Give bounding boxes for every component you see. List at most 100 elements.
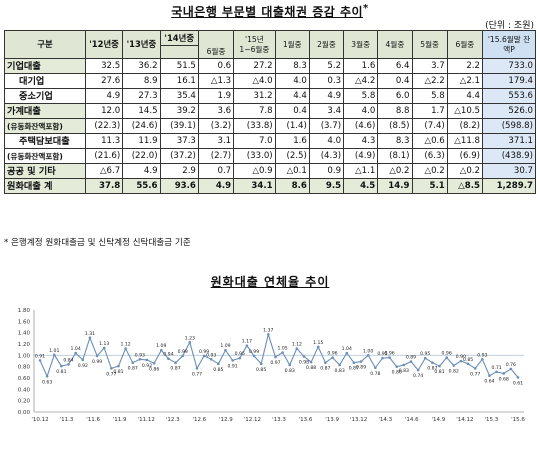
table-cell: (2.5) [274,148,310,164]
data-label: 0.83 [399,368,409,374]
loan-table: 구분 '12년중 '13년중 '14년중 6월중 '15년 1~6월중 1월중 … [4,30,536,194]
data-point [217,362,220,366]
header-2014-june: 6월중 [197,30,235,59]
table-cell: △4.0 [233,73,276,89]
data-point [459,359,463,363]
table-cell: (2.7) [197,148,235,164]
x-tick-label: '13.9 [325,417,339,423]
series-line [39,332,519,378]
x-tick-label: '14.12 [456,417,473,423]
data-point [374,366,377,370]
table-cell: △0.2 [377,163,413,179]
table-cell: 371.1 [482,133,536,149]
table-cell: 1.7 [411,103,448,119]
y-tick-label: 1.80 [18,308,31,314]
table-cell: 0.4 [274,103,310,119]
data-point [117,364,120,368]
data-label: 0.61 [513,380,523,386]
header-group: 구분 [4,30,86,59]
unit-label: (단위 : 조원) [485,21,534,31]
data-label: 0.96 [442,351,452,357]
table-row: 공공 및 기타 △6.7 4.9 2.9 0.7 △0.9 △0.1 0.9 △1.1 △0.2 △… [4,163,536,179]
header-2013: '13년중 [122,30,161,59]
table-row: 주택담보대출 11.3 11.9 37.3 3.1 7.0 1.6 4.0 4.3 8.3 △0.6… [4,133,536,149]
delinquency-chart: 0.00 0.20 0.40 0.60 0.80 1.00 1.20 1.40 1.60 1.80… [18,308,526,423]
data-point [159,348,163,352]
data-point [152,361,156,365]
data-point [481,358,484,361]
header-mar: 3월중 [343,30,379,59]
table-cell: △0.2 [446,163,484,179]
table-cell: 733.0 [482,58,536,74]
table-cell: 179.4 [482,73,536,89]
data-point [488,374,491,378]
data-point [416,368,420,372]
data-point [74,351,77,355]
data-point [338,363,341,367]
data-label: 0.85 [463,357,473,363]
data-label: 0.93 [135,352,145,358]
table-cell: 5.2 [308,58,345,74]
table-cell: 0.4 [377,73,413,89]
data-label: 0.63 [42,379,52,385]
data-point [445,356,448,359]
table-cell: 0.9 [308,163,345,179]
table-cell: 3.7 [411,58,448,74]
data-label: 0.76 [506,362,516,368]
data-label: 0.95 [420,351,430,357]
table-cell: (438.9) [482,148,536,164]
data-point [95,354,99,358]
data-label: 0.78 [370,371,380,377]
table-cell: 6.0 [377,88,413,104]
data-label: 0.85 [213,367,223,373]
table-cell: 27.3 [122,88,161,104]
table-cell: 526.0 [482,103,536,119]
x-tick-label: '12.9 [219,417,233,423]
table-cell: 5.8 [343,88,379,104]
table-cell: 2.9 [159,163,199,179]
table-cell: △0.2 [411,163,448,179]
chart-title: 원화대출 연체율 추이 [0,273,540,290]
table-cell: (8.2) [446,118,484,134]
table-cell: 5.8 [411,88,448,104]
data-point [38,359,42,362]
x-tick-label: '12.6 [192,417,206,423]
data-point [438,364,441,368]
data-label: 0.92 [78,363,88,369]
data-label: 1.09 [220,343,230,349]
data-point [181,354,184,358]
data-point [316,345,320,349]
data-point [516,376,520,379]
data-label: 1.05 [277,346,287,352]
data-label: 1.01 [49,348,59,354]
data-point [52,353,56,357]
data-label: 0.81 [113,369,123,375]
data-label: 0.88 [306,365,316,371]
data-point [174,361,177,364]
table-cell: △8.5 [446,178,484,194]
y-tick-label: 0.00 [18,410,31,416]
table-cell: 11.9 [122,133,161,149]
data-label: 0.87 [320,366,330,372]
table-cell: (37.2) [159,148,199,164]
table-cell: (8.1) [377,148,413,164]
table-cell: 3.6 [197,103,235,119]
data-point [131,361,135,364]
table-cell: (39.1) [159,118,199,134]
table-cell: (598.8) [482,118,536,134]
data-label: 0.81 [56,369,66,375]
table-cell: (3.2) [197,118,235,134]
table-cell: 93.6 [159,178,199,194]
data-point [110,367,113,370]
table-cell: 4.9 [197,178,235,194]
data-label: 1.31 [85,331,95,337]
title-footnote-mark: * [363,3,369,14]
data-point [409,360,413,363]
row-label: (유동화잔액포함) [4,148,86,164]
table-body: 기업대출 32.5 36.2 51.5 0.6 27.2 8.3 5.2 1.6 6.4 3.7 2.… [4,58,536,194]
row-label: 공공 및 기타 [4,163,86,179]
table-cell: △1.3 [197,73,235,89]
x-tick-label: '11.6 [86,417,100,423]
data-label: 0.71 [491,365,501,371]
table-cell: △0.9 [233,163,276,179]
